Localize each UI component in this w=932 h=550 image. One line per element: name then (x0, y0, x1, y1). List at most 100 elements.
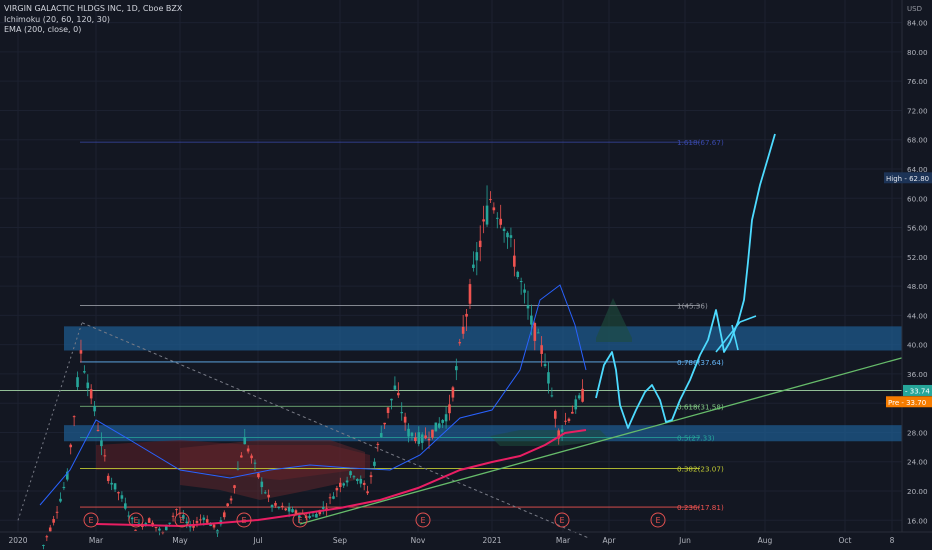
candle-body (253, 462, 257, 464)
candle-body (424, 435, 427, 439)
candle-body (93, 405, 96, 412)
candle-body (362, 482, 366, 485)
fib-level-label: 0.236(17.81) (677, 503, 724, 512)
ichimoku-cloud-bear (96, 440, 370, 480)
candle-body (311, 515, 315, 517)
candle-body (349, 471, 352, 476)
earnings-marker (236, 512, 252, 528)
candle-body (407, 428, 410, 437)
candle-body (390, 398, 393, 401)
candle-body (356, 478, 359, 482)
candle-body (260, 481, 264, 488)
candle-body (226, 503, 229, 507)
time-axis-tick: 8 (890, 536, 895, 545)
candle-body (182, 515, 185, 519)
candle-body (523, 289, 526, 293)
earnings-marker (128, 512, 144, 528)
chart-title: VIRGIN GALACTIC HLDGS INC, 1D, Cboe BZX (4, 4, 183, 13)
earnings-marker-label: E (133, 516, 138, 525)
candle-body (175, 509, 178, 511)
last-price-text: - 33.74 (905, 387, 930, 395)
candle-body (400, 412, 404, 414)
high-price-tag (884, 172, 932, 184)
candle-body (103, 455, 107, 457)
candle-body (280, 505, 284, 507)
earnings-marker-label: E (297, 516, 302, 525)
candle-body (147, 518, 151, 523)
candle-body (106, 475, 110, 481)
earnings-marker-label: E (655, 516, 660, 525)
candle-body (59, 498, 62, 502)
price-axis-tick: 20.00 (907, 487, 928, 496)
ema-200-line (95, 429, 587, 528)
time-axis-tick: Oct (839, 536, 852, 545)
candle-body (444, 414, 448, 422)
price-axis-tick: 24.00 (907, 458, 928, 467)
candle-body (209, 523, 212, 526)
chart-legend: VIRGIN GALACTIC HLDGS INC, 1D, Cboe BZX … (4, 4, 182, 36)
candle-body (130, 517, 134, 520)
candle-body (134, 529, 137, 531)
candle-body (321, 507, 325, 509)
candle-body (291, 509, 294, 513)
candle-body (543, 364, 547, 367)
candle-body (83, 371, 86, 373)
fib-level-label: 0.786(37.64) (677, 358, 724, 367)
candle-body (127, 515, 131, 517)
candle-body (410, 432, 414, 437)
candle-body (536, 332, 540, 334)
candle-body (168, 522, 171, 524)
candle-body (158, 528, 161, 531)
time-axis-tick: Jun (678, 536, 691, 545)
price-axis-tick: 72.00 (907, 106, 928, 115)
candle-body (564, 420, 567, 422)
ichimoku-cloud-bull (490, 430, 610, 446)
candle-body (229, 498, 233, 501)
candle-body (270, 504, 274, 508)
earnings-marker (174, 512, 190, 528)
earnings-marker-label: E (241, 516, 246, 525)
time-axis-tick: May (172, 536, 188, 545)
indicator-ema[interactable]: EMA (200, close, 0) (4, 25, 82, 34)
earnings-marker-label: E (179, 516, 184, 525)
candle-body (52, 519, 55, 523)
price-axis-tick: 48.00 (907, 282, 928, 291)
support-resistance-zone (64, 326, 902, 351)
pre-market-text: Pre - 33.70 (888, 399, 926, 407)
candle-body (284, 508, 287, 511)
candle-body (434, 422, 438, 432)
candle-body (171, 515, 175, 517)
candle-body (45, 536, 49, 538)
price-axis-tick: 68.00 (907, 136, 928, 145)
candle-body (451, 387, 455, 398)
candle-body (62, 486, 66, 489)
time-axis-tick: 2021 (482, 536, 501, 545)
candle-body (550, 395, 554, 397)
candle-body (86, 382, 90, 389)
currency-label: USD (907, 5, 922, 13)
fib-level-label: 1(45.36) (677, 301, 708, 310)
time-axis-tick: Mar (556, 536, 571, 545)
fib-level-label: 0.382(23.07) (677, 465, 724, 474)
candle-body (513, 255, 516, 267)
earnings-marker (415, 512, 431, 528)
candle-body (553, 411, 557, 419)
indicator-ichimoku[interactable]: Ichimoku (20, 60, 120, 30) (4, 14, 111, 24)
hand-drawn-projection-branch (715, 315, 757, 353)
grid-lines (0, 0, 902, 532)
candle-body (202, 517, 206, 520)
candle-body (557, 430, 560, 439)
fib-level-label: 1.618(67.67) (677, 138, 724, 147)
candle-body (287, 507, 291, 512)
candle-body (455, 366, 458, 371)
falling-trend-line (81, 322, 591, 540)
candle-body (335, 488, 339, 491)
candle-body (519, 280, 523, 282)
candle-body (393, 385, 397, 390)
price-axis-tick: 80.00 (907, 48, 928, 57)
candle-body (468, 284, 472, 304)
candle-body (117, 492, 120, 494)
candle-body (502, 228, 506, 231)
candle-body (417, 432, 421, 444)
